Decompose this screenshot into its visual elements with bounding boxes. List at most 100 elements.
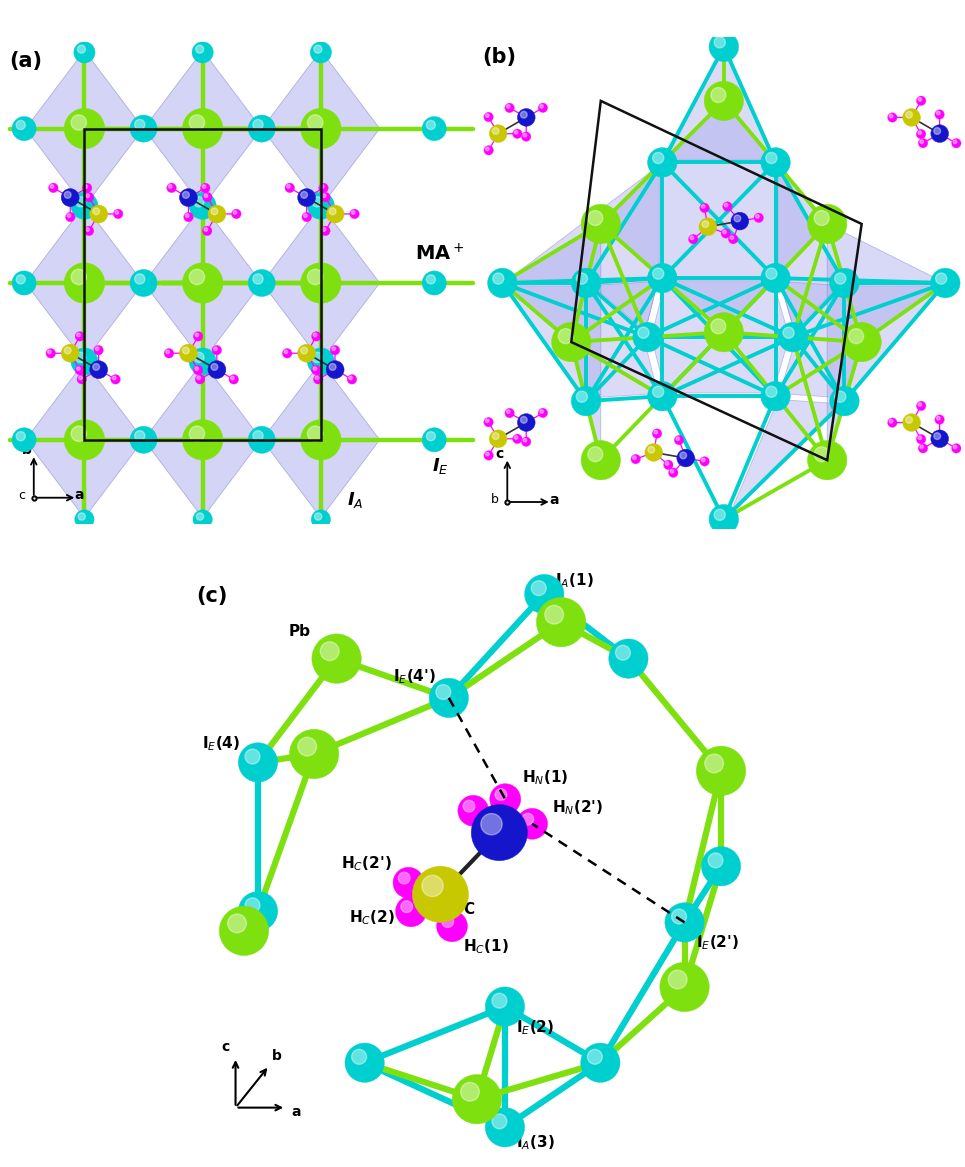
- Text: I$_E$(2): I$_E$(2): [516, 1018, 555, 1036]
- Circle shape: [400, 901, 413, 913]
- Circle shape: [920, 445, 924, 448]
- Circle shape: [248, 426, 275, 453]
- Circle shape: [207, 205, 226, 223]
- Text: I$_E$(4): I$_E$(4): [202, 734, 240, 753]
- Circle shape: [320, 184, 324, 188]
- Circle shape: [492, 433, 499, 440]
- Polygon shape: [85, 362, 143, 518]
- Circle shape: [205, 194, 207, 197]
- Text: a: a: [291, 1105, 301, 1119]
- Circle shape: [90, 205, 108, 223]
- Circle shape: [714, 36, 726, 48]
- Text: H$_C$(1): H$_C$(1): [463, 937, 510, 956]
- Text: H$_C$(2): H$_C$(2): [349, 909, 396, 928]
- Circle shape: [648, 382, 677, 411]
- Circle shape: [423, 117, 446, 141]
- Text: MA$^+$: MA$^+$: [415, 244, 464, 265]
- Circle shape: [725, 203, 728, 207]
- Circle shape: [77, 333, 80, 337]
- Circle shape: [290, 729, 339, 778]
- Circle shape: [675, 435, 684, 445]
- Circle shape: [308, 270, 323, 285]
- Text: a: a: [549, 492, 559, 506]
- Circle shape: [581, 440, 620, 480]
- Circle shape: [212, 345, 222, 355]
- Circle shape: [64, 109, 104, 149]
- Circle shape: [669, 468, 678, 477]
- Circle shape: [75, 352, 86, 363]
- Circle shape: [652, 268, 664, 279]
- Circle shape: [495, 789, 507, 801]
- Circle shape: [648, 447, 654, 453]
- Circle shape: [68, 214, 70, 217]
- Polygon shape: [144, 362, 203, 518]
- Circle shape: [311, 42, 332, 63]
- Polygon shape: [85, 50, 143, 207]
- Circle shape: [84, 226, 94, 236]
- Circle shape: [229, 375, 238, 384]
- Circle shape: [345, 1043, 384, 1082]
- Circle shape: [182, 347, 189, 354]
- Circle shape: [182, 109, 223, 149]
- Polygon shape: [778, 166, 843, 331]
- Circle shape: [427, 274, 435, 284]
- Circle shape: [760, 264, 790, 293]
- Circle shape: [71, 348, 98, 375]
- Circle shape: [517, 109, 536, 126]
- Polygon shape: [666, 49, 773, 160]
- Circle shape: [559, 329, 573, 343]
- Circle shape: [652, 153, 664, 163]
- Circle shape: [231, 376, 234, 379]
- Text: c: c: [18, 489, 25, 502]
- Circle shape: [918, 436, 922, 440]
- Circle shape: [65, 191, 71, 198]
- Circle shape: [581, 204, 620, 244]
- Circle shape: [77, 46, 86, 54]
- Circle shape: [320, 642, 339, 661]
- Circle shape: [485, 147, 489, 151]
- Circle shape: [835, 273, 846, 285]
- Circle shape: [301, 109, 342, 149]
- Circle shape: [307, 348, 334, 375]
- Circle shape: [315, 512, 321, 520]
- Text: a: a: [75, 488, 84, 502]
- Circle shape: [483, 112, 493, 121]
- Polygon shape: [25, 50, 85, 207]
- Circle shape: [314, 375, 323, 384]
- Circle shape: [75, 365, 85, 375]
- Circle shape: [756, 215, 759, 218]
- Circle shape: [201, 183, 210, 193]
- Text: H$_N$(2): H$_N$(2): [490, 819, 537, 838]
- Circle shape: [708, 853, 723, 868]
- Polygon shape: [203, 205, 262, 361]
- Polygon shape: [506, 281, 658, 398]
- Circle shape: [84, 193, 94, 202]
- Circle shape: [485, 453, 489, 456]
- Circle shape: [808, 204, 847, 244]
- Circle shape: [672, 909, 686, 924]
- Circle shape: [481, 813, 502, 834]
- Text: C: C: [463, 902, 474, 917]
- Text: b: b: [272, 1049, 282, 1063]
- Circle shape: [349, 209, 359, 218]
- Circle shape: [700, 203, 709, 212]
- Circle shape: [193, 510, 212, 529]
- Circle shape: [86, 194, 90, 197]
- Circle shape: [12, 428, 37, 452]
- Circle shape: [576, 391, 588, 403]
- Circle shape: [917, 401, 925, 411]
- Circle shape: [935, 110, 945, 119]
- Circle shape: [297, 344, 316, 362]
- Circle shape: [195, 375, 205, 384]
- Circle shape: [783, 327, 794, 338]
- Circle shape: [96, 347, 99, 350]
- Circle shape: [182, 191, 189, 198]
- Circle shape: [664, 460, 673, 469]
- Circle shape: [471, 804, 528, 860]
- Polygon shape: [262, 50, 320, 207]
- Circle shape: [902, 109, 921, 126]
- Circle shape: [830, 386, 859, 415]
- Circle shape: [918, 98, 922, 102]
- Circle shape: [234, 211, 236, 215]
- Circle shape: [322, 194, 326, 197]
